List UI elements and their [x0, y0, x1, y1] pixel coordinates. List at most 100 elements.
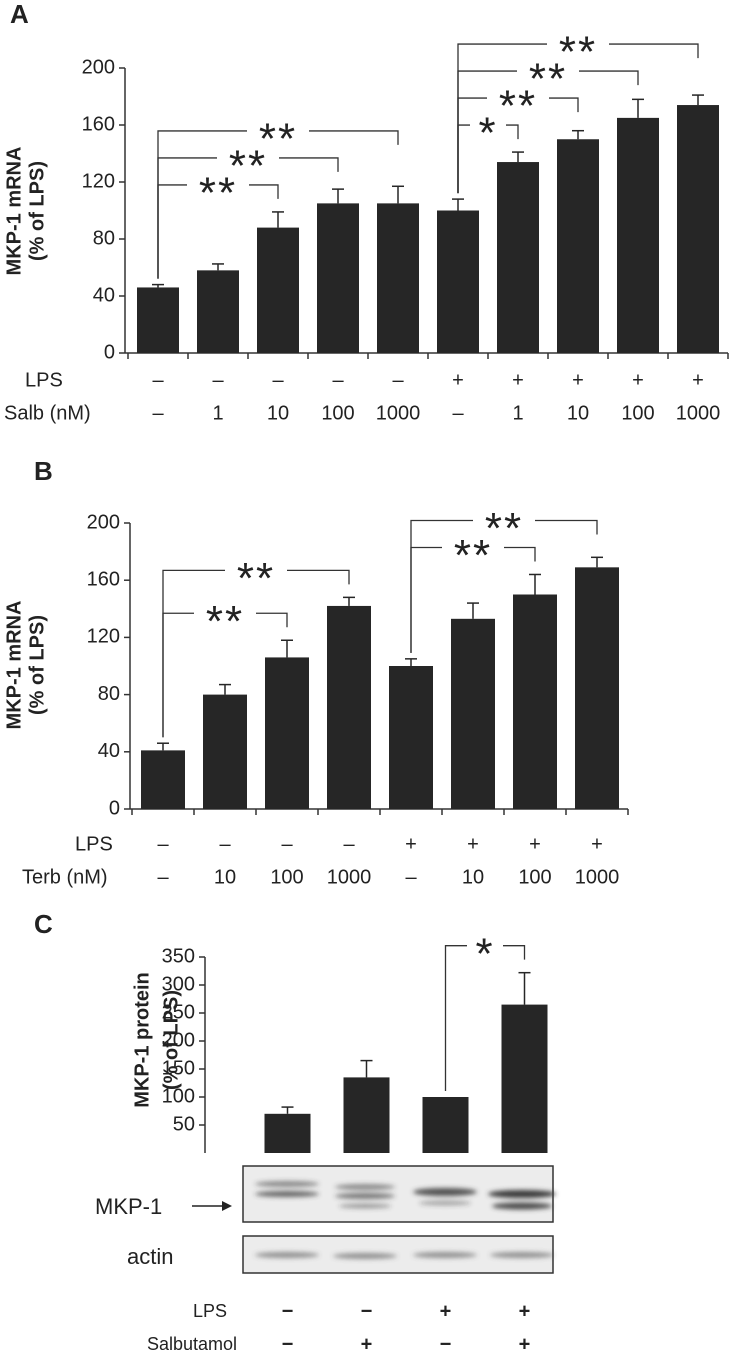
bands	[255, 1252, 554, 1259]
significance-label: **	[499, 82, 537, 131]
error-bar	[452, 198, 464, 211]
error-bar	[405, 658, 417, 666]
label-gap	[467, 941, 503, 950]
significance-label: **	[485, 504, 523, 553]
y-tick-label: 160	[82, 113, 115, 135]
category-label: +	[519, 1300, 531, 1322]
bar	[343, 1077, 390, 1153]
category-label: 1000	[575, 866, 620, 888]
label-gap	[442, 543, 504, 552]
significance-label: **	[529, 55, 567, 104]
y-tick-label: 200	[87, 511, 120, 533]
y-tick-label: 0	[104, 341, 115, 363]
category-label: +	[405, 833, 417, 855]
category-label: –	[405, 866, 417, 888]
label-gap	[247, 126, 309, 135]
y-tick-label: 250	[162, 1001, 195, 1023]
category-label: –	[392, 369, 404, 391]
label-gap	[470, 121, 506, 130]
blot-label: actin	[127, 1244, 173, 1269]
y-axis-label: MKP-1 mRNA	[3, 147, 25, 276]
label-gap	[187, 180, 249, 189]
label-gap	[225, 566, 287, 575]
category-label: 100	[270, 866, 303, 888]
y-tick-label: 80	[98, 683, 120, 705]
category-label: +	[512, 369, 524, 391]
label-gap	[473, 516, 535, 525]
category-label: –	[212, 369, 224, 391]
error-bar	[360, 1059, 373, 1078]
y-axis-label: (% of LPS)	[26, 615, 48, 715]
error-bar	[529, 573, 541, 595]
category-label: −	[361, 1300, 373, 1322]
category-label: +	[519, 1333, 531, 1355]
y-tick-label: 40	[98, 740, 120, 762]
bar	[437, 210, 479, 353]
panel-label: B	[34, 456, 53, 486]
significance-label: *	[478, 109, 497, 158]
error-bar	[467, 602, 479, 619]
category-label: –	[157, 866, 169, 888]
y-axis-label: MKP-1 mRNA	[3, 601, 25, 730]
bar	[203, 694, 247, 809]
y-axis-label: (% of LPS)	[160, 990, 182, 1090]
significance-label: **	[199, 169, 237, 218]
row-label: Salbutamol	[147, 1334, 237, 1354]
category-label: +	[692, 369, 704, 391]
category-label: 1000	[327, 866, 372, 888]
category-label: +	[361, 1333, 373, 1355]
category-label: 100	[621, 402, 654, 424]
category-label: 1000	[376, 402, 421, 424]
bar	[265, 657, 309, 809]
western-blot: MKP-1 actin	[95, 1165, 556, 1274]
category-label: –	[152, 402, 164, 424]
significance-label: **	[237, 554, 275, 603]
error-bar	[392, 185, 404, 204]
category-label: +	[572, 369, 584, 391]
significance-label: **	[559, 28, 597, 77]
category-label: 1000	[676, 402, 721, 424]
y-tick-label: 0	[109, 797, 120, 819]
y-tick-label: 40	[93, 284, 115, 306]
category-label: +	[452, 369, 464, 391]
category-label: +	[440, 1300, 452, 1322]
y-tick-label: 50	[173, 1113, 195, 1135]
panel-label: C	[34, 909, 53, 939]
panel-label: A	[10, 0, 29, 29]
category-label: –	[157, 833, 169, 855]
row-label: LPS	[193, 1301, 227, 1321]
category-label: –	[343, 833, 355, 855]
bands	[255, 1181, 556, 1210]
category-label: +	[632, 369, 644, 391]
label-gap	[547, 40, 609, 49]
bar	[451, 618, 495, 809]
bar	[377, 203, 419, 353]
category-label: −	[282, 1333, 294, 1355]
y-tick-label: 200	[162, 1029, 195, 1051]
bar	[497, 162, 539, 353]
bar	[317, 203, 359, 353]
bar	[677, 105, 719, 353]
error-bar	[591, 556, 603, 568]
y-tick-label: 100	[162, 1085, 195, 1107]
category-label: 10	[214, 866, 236, 888]
error-bar	[157, 742, 169, 751]
arrow-head	[222, 1201, 232, 1211]
category-label: –	[281, 833, 293, 855]
category-label: –	[332, 369, 344, 391]
y-axis-label: MKP-1 protein	[131, 972, 153, 1108]
error-bar	[632, 98, 644, 118]
blot-label: MKP-1	[95, 1194, 162, 1219]
y-tick-label: 80	[93, 227, 115, 249]
category-label: –	[152, 369, 164, 391]
y-tick-label: 350	[162, 945, 195, 967]
label-gap	[194, 609, 256, 618]
category-label: 1	[212, 402, 223, 424]
bar	[617, 117, 659, 353]
y-tick-label: 200	[82, 56, 115, 78]
error-bar	[332, 188, 344, 204]
significance-label: **	[454, 531, 492, 580]
label-gap	[487, 94, 549, 103]
y-axis-label: (% of LPS)	[26, 161, 48, 261]
